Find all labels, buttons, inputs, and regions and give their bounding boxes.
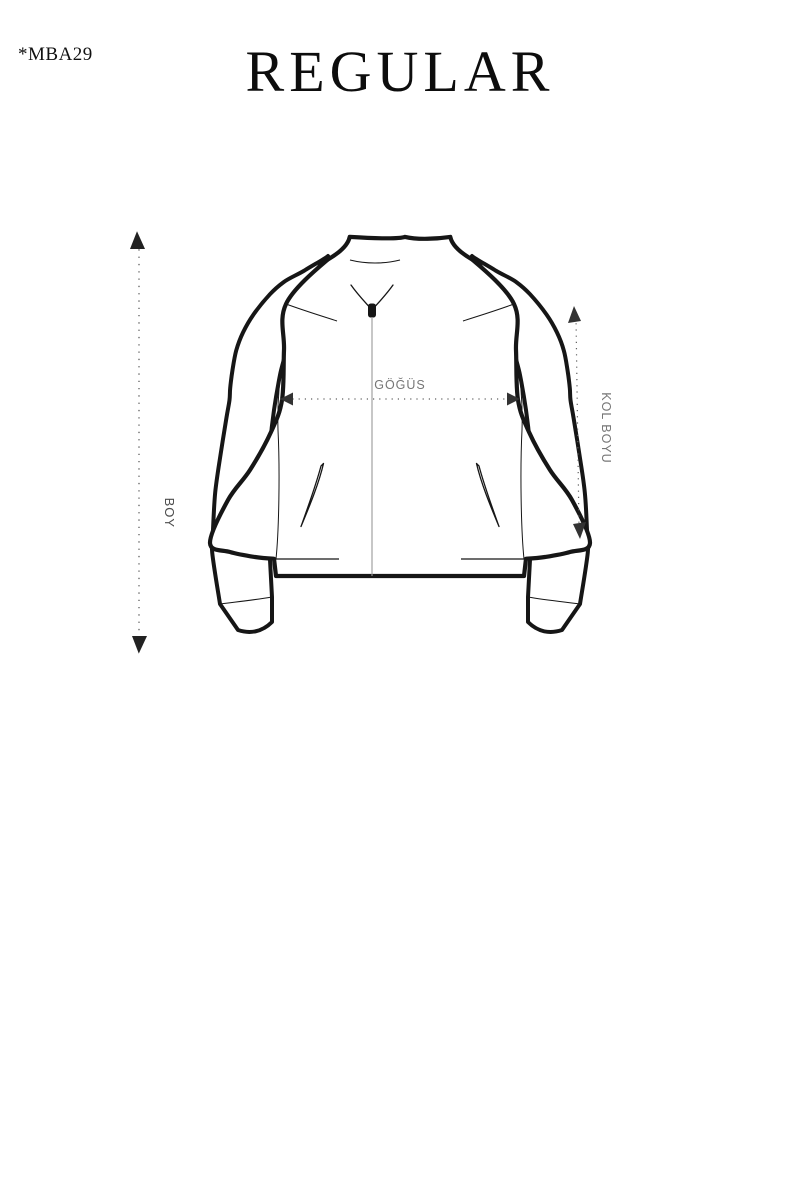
svg-text:BOY: BOY: [162, 498, 177, 528]
svg-text:KOL BOYU: KOL BOYU: [599, 392, 613, 463]
svg-text:GÖĞÜS: GÖĞÜS: [374, 377, 426, 392]
